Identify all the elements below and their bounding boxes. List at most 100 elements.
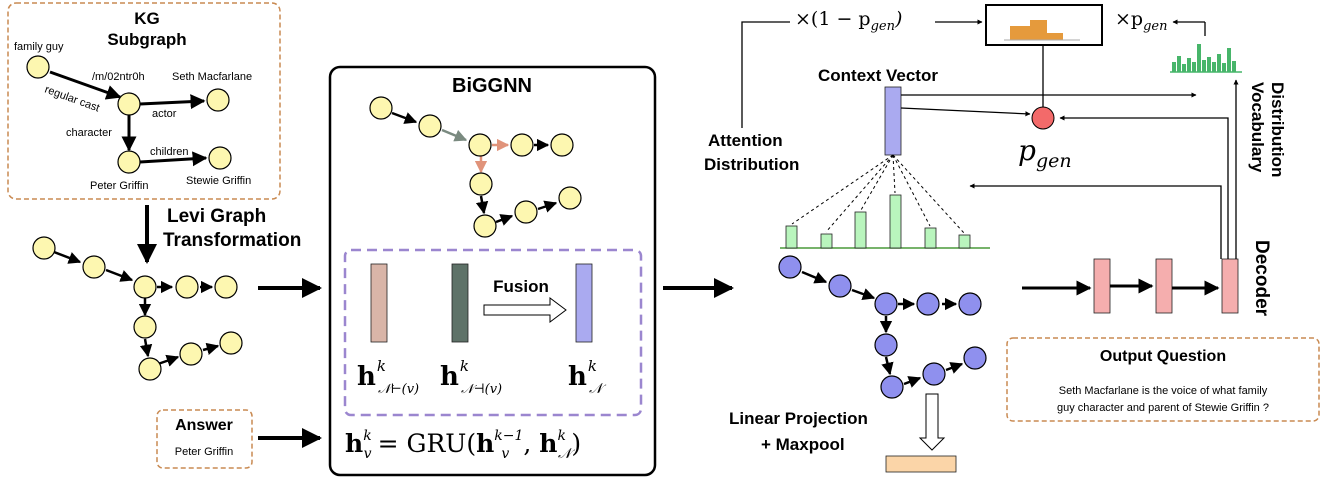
output-question-title: Output Question	[1100, 348, 1226, 365]
kg-subgraph-panel: KG Subgraph family guy /m/02ntr0h Seth M…	[7, 2, 281, 200]
biggnn-node	[514, 200, 538, 224]
levi-node	[138, 357, 162, 381]
kg-label-relation-id: /m/02ntr0h	[92, 71, 145, 83]
answer-value: Peter Griffin	[175, 446, 234, 458]
mix-bar	[1010, 26, 1030, 40]
attention-bar	[854, 211, 867, 249]
vocab-label-line2: Distribution	[1268, 82, 1287, 177]
vocab-bar	[1197, 44, 1201, 72]
levi-node	[214, 275, 238, 299]
fusion-label: Fusion	[493, 277, 549, 296]
encoder-node	[880, 375, 904, 399]
kg-node	[117, 92, 141, 116]
attention-distribution	[780, 154, 990, 249]
levi-edge	[53, 250, 82, 264]
biggnn-node	[558, 186, 582, 210]
decoder-cell	[1221, 258, 1239, 314]
levi-edge	[139, 338, 153, 358]
h-aggregated: hk 𝒩	[568, 357, 607, 397]
levi-node	[219, 331, 243, 355]
vocab-bar	[1187, 58, 1191, 72]
output-question-line1: Seth Macfarlane is the voice of what fam…	[1059, 385, 1268, 397]
biggnn-edge	[537, 200, 558, 213]
decoder-label: Decoder	[1251, 240, 1272, 317]
fused-embedding-bar	[575, 263, 593, 343]
biggnn-node	[469, 172, 493, 196]
encoder-node	[874, 292, 898, 316]
fusion-box	[343, 248, 643, 417]
encoder-node	[958, 292, 982, 316]
levi-node	[133, 275, 157, 299]
vocab-bar	[1177, 56, 1181, 72]
forward-embedding-bar	[370, 263, 388, 343]
mix-bar	[1030, 20, 1047, 40]
vocab-bar	[1172, 62, 1176, 72]
levi-label-line1: Levi Graph	[167, 206, 266, 227]
vocab-label-line1: Vocabulary	[1248, 82, 1267, 173]
graph-embedding-bar	[885, 455, 957, 473]
kg-label-character: character	[66, 127, 112, 139]
levi-node	[133, 315, 157, 339]
levi-edge	[157, 354, 180, 367]
fusion-arrow	[483, 297, 567, 323]
attention-bar	[820, 233, 833, 249]
h-forward: hk 𝒩⊢(v)	[357, 357, 419, 397]
encoder-edge	[851, 288, 876, 301]
vocab-bar	[1232, 61, 1236, 72]
attention-bar	[924, 227, 937, 249]
biggnn-edge	[391, 111, 418, 124]
kg-node	[208, 146, 232, 170]
encoder-edge	[801, 270, 828, 284]
decoder-cell	[1155, 258, 1173, 314]
output-question-line2: guy character and parent of Stewie Griff…	[1057, 402, 1269, 414]
kg-edge	[139, 94, 206, 110]
maxpool-label: + Maxpool	[761, 435, 845, 454]
encoder-node	[874, 333, 898, 357]
biggnn-edge	[475, 195, 489, 215]
kg-title-line2: Subgraph	[107, 30, 186, 49]
encoder-node	[916, 292, 940, 316]
answer-box: Answer Peter Griffin	[156, 409, 253, 469]
context-vector-bar	[884, 86, 902, 156]
backward-embedding-bar	[451, 263, 469, 343]
levi-edge	[202, 342, 220, 355]
kg-edge	[139, 151, 208, 167]
attention-bar	[958, 234, 971, 249]
decoder-to-attention-arrow	[969, 183, 1222, 259]
encoder-edge	[881, 356, 894, 376]
encoder-graph	[778, 255, 987, 399]
biggnn-title: BiGGNN	[452, 75, 532, 97]
kg-label-family-guy: family guy	[14, 41, 64, 53]
gru-update-equation: hk v = GRU(hk−1 v, hk 𝒩)	[345, 428, 581, 462]
decoder-cell	[1093, 258, 1111, 314]
levi-node	[32, 236, 56, 260]
maxpool-arrow	[918, 393, 946, 451]
attention-to-mix-line	[741, 21, 790, 128]
biggnn-panel: BiGGNN Fusion hk 𝒩⊢(v) hk 𝒩⊣(v) hk 𝒩 hk v = G…	[328, 65, 657, 477]
attention-label-line1: Attention	[708, 131, 783, 150]
biggnn-edge	[495, 214, 514, 226]
kg-label-children: children	[150, 146, 189, 158]
kg-label-actor: actor	[152, 108, 177, 120]
biggnn-node	[369, 96, 393, 120]
attention-bar	[785, 225, 798, 249]
vocab-bar	[1212, 62, 1216, 72]
vocab-distribution	[1170, 44, 1242, 73]
output-question-box: Output Question Seth Macfarlane is the v…	[1006, 337, 1320, 422]
biggnn-node	[418, 114, 442, 138]
biggnn-node	[550, 133, 574, 157]
kg-title-line1: KG	[134, 9, 160, 28]
kg-node	[206, 88, 230, 112]
encoder-node	[828, 274, 852, 298]
times-one-minus-pgen: ×(1 − pgen)	[795, 8, 902, 34]
biggnn-node	[468, 133, 492, 157]
encoder-edge	[903, 376, 922, 388]
levi-node	[179, 342, 203, 366]
vocab-bar	[1202, 60, 1206, 72]
levi-edge	[105, 268, 134, 282]
kg-label-stewie: Stewie Griffin	[186, 175, 251, 187]
encoder-node	[963, 346, 987, 370]
times-pgen: ×pgen	[1115, 8, 1167, 34]
kg-edge	[49, 70, 122, 100]
encoder-node	[778, 255, 802, 279]
